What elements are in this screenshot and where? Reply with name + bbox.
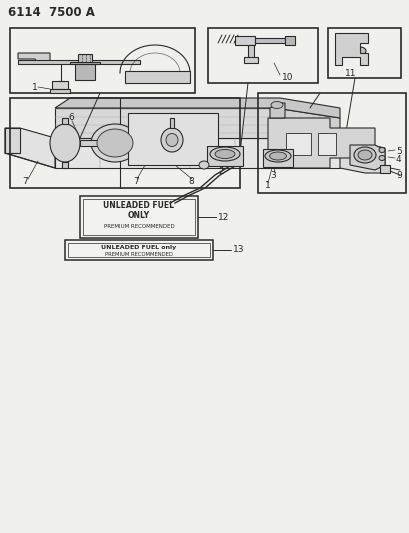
Bar [207,146,243,166]
Text: UNLEADED FUEL: UNLEADED FUEL [103,201,174,211]
Polygon shape [18,60,139,64]
Polygon shape [80,140,100,146]
Text: 6: 6 [68,114,74,123]
Text: 12: 12 [218,213,229,222]
Polygon shape [50,89,70,93]
Ellipse shape [161,128,182,152]
Polygon shape [62,162,68,168]
Ellipse shape [378,156,384,160]
Polygon shape [5,128,55,168]
Bar [83,199,195,235]
Polygon shape [5,128,20,153]
Polygon shape [247,45,254,58]
Ellipse shape [269,152,286,160]
Bar [65,240,213,260]
Polygon shape [334,33,367,65]
Bar [10,28,195,93]
Bar [207,28,317,83]
Polygon shape [243,57,257,63]
Text: 10: 10 [281,74,293,83]
Polygon shape [70,62,100,64]
Ellipse shape [270,101,282,109]
Polygon shape [234,36,254,45]
Ellipse shape [209,147,239,161]
Ellipse shape [91,124,139,162]
Polygon shape [125,71,189,83]
Ellipse shape [357,150,371,160]
Bar [80,196,198,238]
Text: ONLY: ONLY [128,212,150,221]
Polygon shape [254,38,284,43]
Text: 9: 9 [395,171,401,180]
Polygon shape [75,64,95,80]
Text: 7: 7 [22,176,28,185]
Ellipse shape [50,124,80,162]
Bar [128,113,218,165]
Polygon shape [52,81,68,89]
Polygon shape [55,108,274,138]
Ellipse shape [353,47,365,55]
Polygon shape [270,103,284,118]
Polygon shape [78,54,92,62]
Text: 8: 8 [188,176,193,185]
Polygon shape [349,145,384,170]
Ellipse shape [97,129,133,157]
Ellipse shape [353,147,375,163]
Polygon shape [274,108,339,138]
Text: 4: 4 [395,155,401,164]
Text: PREMIUM RECOMMENDED: PREMIUM RECOMMENDED [103,224,174,230]
Text: 1: 1 [32,83,38,92]
Text: 11: 11 [344,69,356,77]
Text: 6114  7500 A: 6114 7500 A [8,6,94,20]
Polygon shape [18,53,50,63]
Polygon shape [55,138,339,168]
Text: 13: 13 [232,246,244,254]
Polygon shape [339,138,384,173]
Text: 7: 7 [133,176,138,185]
Polygon shape [170,118,173,128]
Bar [327,28,400,78]
Bar [257,93,405,193]
Bar [317,133,335,155]
Text: 3: 3 [270,171,275,180]
Ellipse shape [198,161,209,169]
Polygon shape [55,98,339,118]
Text: 5: 5 [395,147,401,156]
Polygon shape [62,118,68,124]
Ellipse shape [264,150,290,162]
Ellipse shape [378,148,384,152]
Bar [285,133,310,155]
Bar [10,98,239,188]
Text: 1: 1 [264,181,270,190]
Polygon shape [379,165,389,173]
Ellipse shape [214,149,234,158]
Polygon shape [284,36,294,45]
Text: UNLEADED FUEL only: UNLEADED FUEL only [101,245,176,249]
Text: PREMIUM RECOMMENDED: PREMIUM RECOMMENDED [105,253,173,257]
Text: 2: 2 [218,167,223,176]
Polygon shape [267,118,374,168]
Bar [68,243,209,257]
Ellipse shape [166,133,178,147]
Bar [262,149,292,167]
